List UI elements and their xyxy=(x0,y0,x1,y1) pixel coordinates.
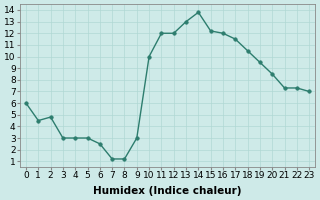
X-axis label: Humidex (Indice chaleur): Humidex (Indice chaleur) xyxy=(93,186,242,196)
